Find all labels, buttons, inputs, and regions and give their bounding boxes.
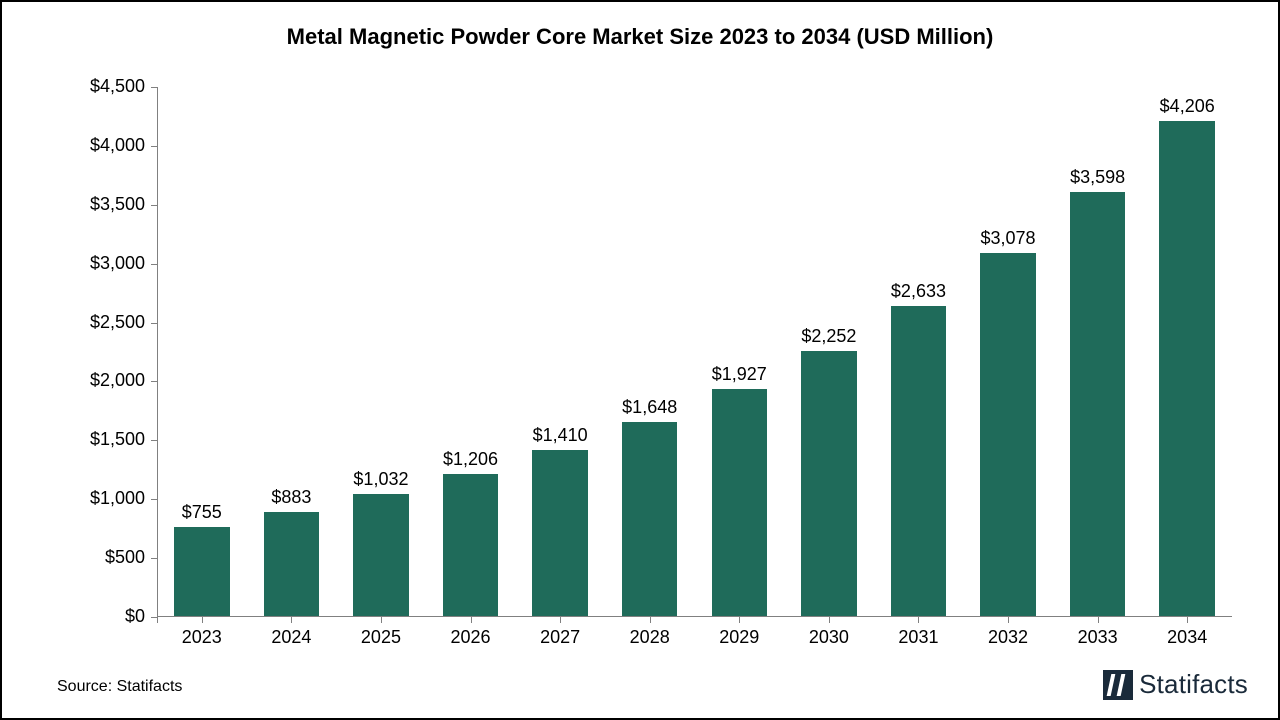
bar-value-label: $1,648 — [600, 397, 700, 418]
y-tick-label: $3,500 — [55, 194, 145, 215]
x-tick-mark — [739, 617, 740, 623]
source-text: Source: Statifacts — [57, 678, 182, 696]
x-tick-label: 2025 — [341, 627, 421, 648]
brand-logo: Statifacts — [1103, 669, 1248, 700]
x-tick-label: 2029 — [699, 627, 779, 648]
y-tick-label: $2,500 — [55, 312, 145, 333]
bar — [980, 253, 1036, 616]
x-tick-label: 2032 — [968, 627, 1048, 648]
bar — [801, 351, 857, 616]
bar-value-label: $3,078 — [958, 228, 1058, 249]
y-tick-label: $1,500 — [55, 429, 145, 450]
bar-value-label: $883 — [241, 487, 341, 508]
y-tick-label: $500 — [55, 547, 145, 568]
plot-area: $0$500$1,000$1,500$2,000$2,500$3,000$3,5… — [157, 87, 1232, 617]
bar — [622, 422, 678, 616]
bar — [1070, 192, 1126, 616]
bar — [443, 474, 499, 616]
x-tick-mark — [1187, 617, 1188, 623]
bar — [1159, 121, 1215, 616]
y-tick-mark — [151, 264, 157, 265]
bar-value-label: $1,927 — [689, 364, 789, 385]
x-tick-label: 2026 — [431, 627, 511, 648]
y-tick-label: $0 — [55, 606, 145, 627]
x-axis-line — [157, 616, 1232, 617]
y-tick-mark — [151, 558, 157, 559]
y-tick-mark — [151, 323, 157, 324]
x-tick-label: 2031 — [878, 627, 958, 648]
y-tick-label: $4,500 — [55, 76, 145, 97]
y-tick-mark — [151, 146, 157, 147]
x-tick-label: 2023 — [162, 627, 242, 648]
x-tick-mark — [829, 617, 830, 623]
bar-value-label: $1,206 — [421, 449, 521, 470]
bar-value-label: $2,633 — [868, 281, 968, 302]
chart-title: Metal Magnetic Powder Core Market Size 2… — [2, 24, 1278, 50]
y-tick-mark — [151, 205, 157, 206]
bar-value-label: $4,206 — [1137, 96, 1237, 117]
y-tick-mark — [151, 499, 157, 500]
x-tick-mark — [1098, 617, 1099, 623]
bar-value-label: $755 — [152, 502, 252, 523]
bar-value-label: $1,410 — [510, 425, 610, 446]
x-tick-label: 2030 — [789, 627, 869, 648]
bar-value-label: $2,252 — [779, 326, 879, 347]
y-axis-line — [157, 87, 158, 617]
y-tick-label: $4,000 — [55, 135, 145, 156]
x-tick-mark — [650, 617, 651, 623]
bar — [353, 494, 409, 616]
x-tick-mark — [291, 617, 292, 623]
bar-value-label: $1,032 — [331, 469, 431, 490]
y-tick-mark — [151, 381, 157, 382]
x-tick-mark — [918, 617, 919, 623]
logo-icon — [1103, 670, 1133, 700]
y-tick-label: $2,000 — [55, 370, 145, 391]
x-tick-label: 2027 — [520, 627, 600, 648]
bar — [264, 512, 320, 616]
bar — [891, 306, 947, 616]
x-tick-mark — [157, 617, 158, 623]
x-tick-mark — [202, 617, 203, 623]
x-tick-label: 2028 — [610, 627, 690, 648]
x-tick-label: 2024 — [251, 627, 331, 648]
bar — [532, 450, 588, 616]
x-tick-mark — [381, 617, 382, 623]
y-tick-mark — [151, 440, 157, 441]
x-tick-label: 2033 — [1058, 627, 1138, 648]
x-tick-mark — [1008, 617, 1009, 623]
bar — [174, 527, 230, 616]
x-tick-mark — [560, 617, 561, 623]
y-tick-label: $1,000 — [55, 488, 145, 509]
x-tick-mark — [471, 617, 472, 623]
bar-value-label: $3,598 — [1048, 167, 1148, 188]
y-tick-label: $3,000 — [55, 253, 145, 274]
bar — [712, 389, 768, 616]
logo-text: Statifacts — [1139, 669, 1248, 700]
y-tick-mark — [151, 87, 157, 88]
chart-frame: Metal Magnetic Powder Core Market Size 2… — [0, 0, 1280, 720]
x-tick-label: 2034 — [1147, 627, 1227, 648]
